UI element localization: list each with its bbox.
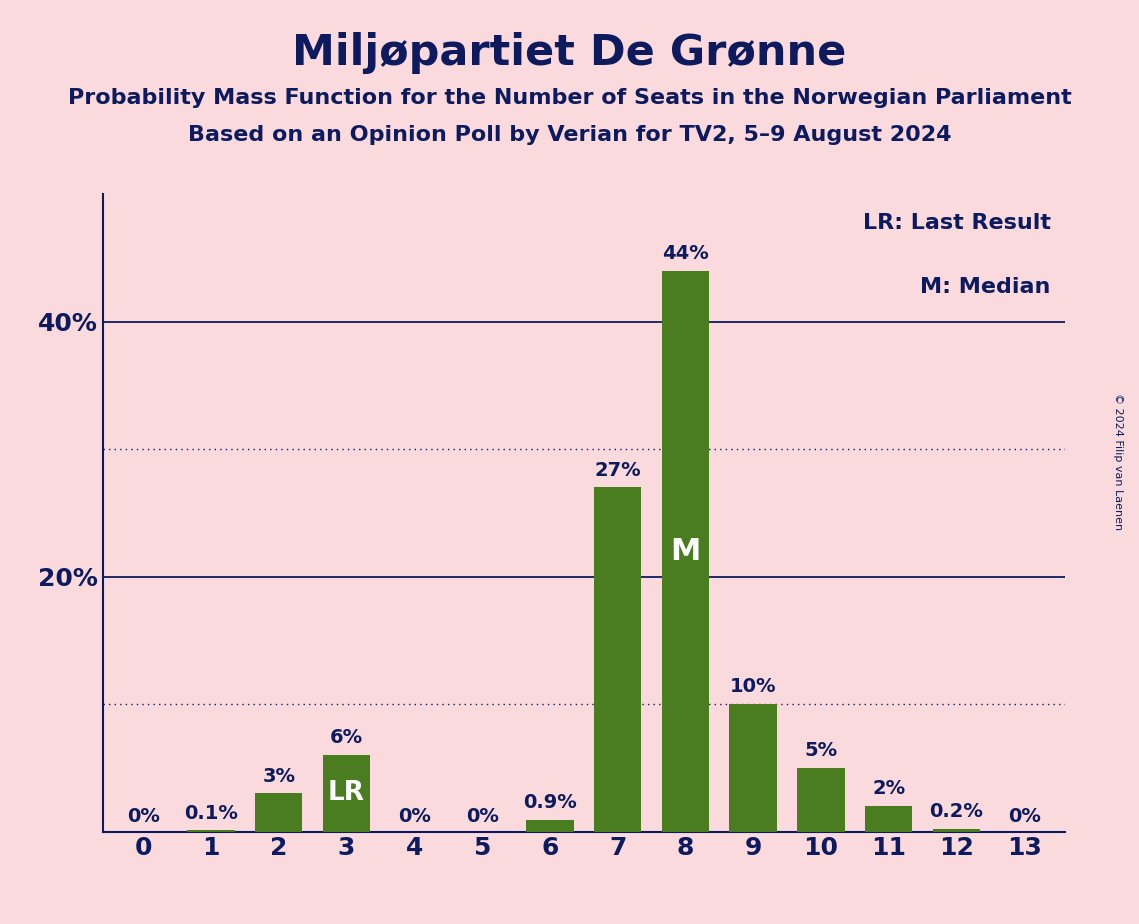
Text: M: Median: M: Median [920, 277, 1050, 297]
Text: 0%: 0% [126, 808, 159, 826]
Text: Miljøpartiet De Grønne: Miljøpartiet De Grønne [293, 32, 846, 74]
Text: 44%: 44% [662, 244, 708, 263]
Bar [662, 271, 710, 832]
Bar [526, 821, 574, 832]
Bar [933, 829, 981, 832]
Text: 6%: 6% [330, 728, 363, 748]
Text: Based on an Opinion Poll by Verian for TV2, 5–9 August 2024: Based on an Opinion Poll by Verian for T… [188, 125, 951, 145]
Bar [729, 704, 777, 832]
Bar [593, 487, 641, 832]
Text: © 2024 Filip van Laenen: © 2024 Filip van Laenen [1114, 394, 1123, 530]
Text: LR: Last Result: LR: Last Result [862, 213, 1050, 233]
Bar [187, 831, 235, 832]
Text: 0%: 0% [398, 808, 431, 826]
Text: 27%: 27% [595, 461, 641, 480]
Text: 0%: 0% [466, 808, 499, 826]
Bar [255, 794, 303, 832]
Text: 0.9%: 0.9% [523, 794, 576, 812]
Bar [322, 755, 370, 832]
Text: 2%: 2% [872, 780, 906, 798]
Text: M: M [670, 537, 700, 565]
Text: 3%: 3% [262, 767, 295, 785]
Bar [797, 768, 845, 832]
Text: 0%: 0% [1008, 808, 1041, 826]
Text: LR: LR [328, 781, 364, 807]
Text: Probability Mass Function for the Number of Seats in the Norwegian Parliament: Probability Mass Function for the Number… [67, 88, 1072, 108]
Text: 0.2%: 0.2% [929, 802, 983, 821]
Bar [865, 806, 912, 832]
Text: 0.1%: 0.1% [185, 804, 238, 822]
Text: 5%: 5% [804, 741, 837, 760]
Text: 10%: 10% [730, 677, 777, 697]
